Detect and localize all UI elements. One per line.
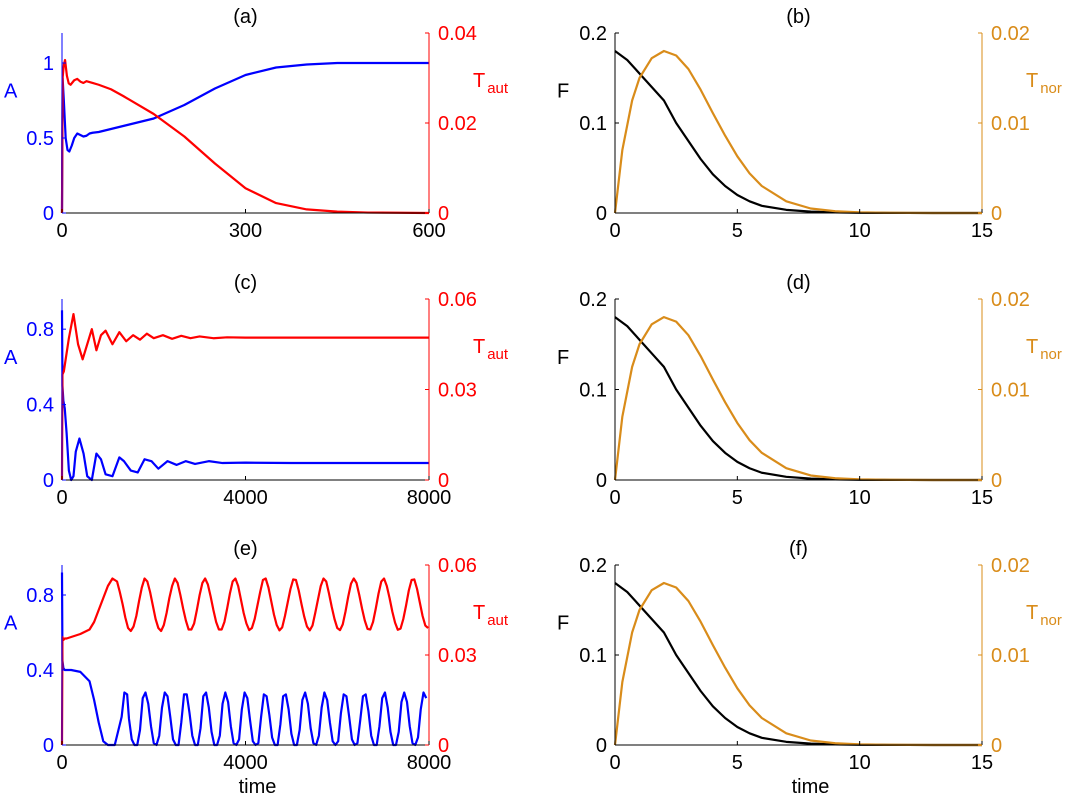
series-line-F (614, 582, 983, 747)
left-y-tick-label: 0.1 (579, 380, 607, 402)
series-line-F (614, 316, 983, 482)
left-y-tick-label: 0.8 (26, 585, 54, 607)
right-y-tick-label: 0.03 (438, 380, 477, 402)
series-line-T_aut (60, 577, 429, 746)
right-y-tick-label: 0 (438, 203, 449, 225)
right-y-tick-label: 0.02 (991, 289, 1030, 311)
right-y-tick-label: 0.04 (438, 23, 477, 45)
right-y-tick-label: 0.02 (991, 23, 1030, 45)
left-y-tick-label: 0.2 (579, 289, 607, 311)
right-y-tick-label: 0.03 (438, 645, 477, 667)
right-y-tick-label: 0.06 (438, 289, 477, 311)
series-line-T_aut (60, 58, 430, 215)
series-line-T_nor (613, 49, 982, 215)
series-line-A (60, 61, 429, 214)
panel-title: (e) (233, 538, 257, 560)
left-y-tick-label: 0.2 (579, 23, 607, 45)
x-tick-label: 0 (56, 220, 67, 242)
right-y-tick-label: 0 (991, 735, 1002, 757)
x-tick-label: 10 (849, 487, 871, 509)
right-y-tick-label: 0.02 (991, 555, 1030, 577)
series-line-T_aut (60, 312, 429, 481)
panel-title: (b) (786, 6, 810, 28)
series-line-A (60, 572, 428, 747)
left-y-tick-label: 1 (43, 53, 54, 75)
left-y-tick-label: 0 (596, 470, 607, 492)
x-tick-label: 15 (971, 487, 993, 509)
left-y-axis-label: F (557, 81, 569, 103)
panel-title: (f) (789, 538, 808, 560)
left-y-tick-label: 0.5 (26, 128, 54, 150)
left-y-axis-label: A (4, 613, 18, 635)
left-y-tick-label: 0 (43, 203, 54, 225)
left-y-tick-label: 0.2 (579, 555, 607, 577)
panel-title: (d) (786, 272, 810, 294)
left-y-axis-label: F (557, 613, 569, 635)
x-tick-label: 600 (412, 220, 445, 242)
x-tick-label: 5 (732, 487, 743, 509)
series-line-T_nor (613, 581, 982, 747)
x-tick-label: 8000 (407, 487, 452, 509)
right-y-tick-label: 0.01 (991, 113, 1030, 135)
left-y-axis-label: A (4, 347, 18, 369)
panel-title: (c) (234, 272, 257, 294)
x-tick-label: 10 (849, 752, 871, 774)
x-tick-label: 4000 (223, 752, 268, 774)
x-tick-label: 5 (732, 220, 743, 242)
x-tick-label: 15 (971, 220, 993, 242)
left-y-axis-label: F (557, 347, 569, 369)
left-y-tick-label: 0.1 (579, 113, 607, 135)
x-tick-label: 0 (609, 752, 620, 774)
left-y-tick-label: 0 (43, 470, 54, 492)
left-y-axis-label: A (4, 81, 18, 103)
series-line-F (614, 50, 983, 215)
left-y-tick-label: 0.1 (579, 645, 607, 667)
series-line-A (60, 310, 429, 482)
left-y-tick-label: 0.4 (26, 660, 54, 682)
x-tick-label: 0 (56, 752, 67, 774)
right-y-tick-label: 0.01 (991, 645, 1030, 667)
right-y-tick-label: 0.02 (438, 113, 477, 135)
right-y-tick-label: 0.01 (991, 380, 1030, 402)
x-tick-label: 300 (229, 220, 262, 242)
right-y-tick-label: 0 (438, 470, 449, 492)
right-y-tick-label: 0.06 (438, 555, 477, 577)
x-tick-label: 10 (849, 220, 871, 242)
right-y-tick-label: 0 (991, 203, 1002, 225)
right-y-tick-label: 0 (991, 470, 1002, 492)
x-axis-label: time (792, 776, 830, 798)
left-y-tick-label: 0 (596, 203, 607, 225)
series-line-T_nor (613, 316, 982, 482)
x-tick-label: 4000 (223, 487, 268, 509)
x-tick-label: 8000 (407, 752, 452, 774)
left-y-tick-label: 0 (596, 735, 607, 757)
left-y-tick-label: 0 (43, 735, 54, 757)
x-tick-label: 15 (971, 752, 993, 774)
left-y-tick-label: 0.8 (26, 319, 54, 341)
panel-title: (a) (233, 6, 257, 28)
right-y-tick-label: 0 (438, 735, 449, 757)
x-tick-label: 0 (609, 220, 620, 242)
x-tick-label: 5 (732, 752, 743, 774)
left-y-tick-label: 0.4 (26, 395, 54, 417)
x-axis-label: time (239, 776, 277, 798)
x-tick-label: 0 (56, 487, 67, 509)
x-tick-label: 0 (609, 487, 620, 509)
